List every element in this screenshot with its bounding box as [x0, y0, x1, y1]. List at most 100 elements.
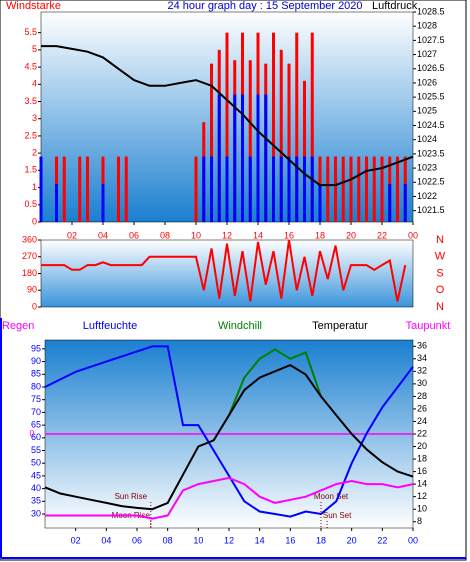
y2-tick-label: 20	[417, 441, 427, 451]
y-axis-title: Windstarke	[6, 0, 61, 12]
series-line	[45, 476, 414, 520]
bar	[310, 32, 314, 223]
y2-tick-label: 1026	[417, 77, 437, 87]
event-label: Sun Set	[323, 511, 352, 520]
bar	[248, 156, 252, 222]
legend-label: Temperatur	[312, 320, 368, 332]
bar	[334, 156, 337, 222]
y-tick-label: 4.5	[24, 61, 37, 71]
y2-tick-label: 30	[417, 378, 427, 388]
y2-tick-label: 26	[417, 403, 427, 413]
bar	[210, 156, 213, 222]
x-tick-label: 10	[191, 230, 201, 240]
series-line	[41, 45, 414, 187]
y2-tick-label: 1021.5	[417, 205, 445, 215]
x-tick-label: 06	[132, 535, 142, 545]
x-tick-label: 04	[101, 535, 111, 545]
y-tick-label: 1.5	[24, 165, 37, 175]
bar	[326, 156, 330, 222]
y-tick-label: 75	[31, 394, 41, 404]
x-tick-label: 18	[316, 535, 326, 545]
bar	[210, 63, 213, 222]
x-tick-label: 04	[98, 230, 108, 240]
bar	[117, 156, 120, 222]
y2-tick-label: 1023	[417, 162, 437, 172]
y-tick-label: 5	[32, 44, 37, 54]
y2-tick-label: 1027.5	[417, 35, 445, 45]
y-tick-label: 30	[31, 508, 41, 518]
bar	[225, 32, 229, 223]
y-tick-label: 5.5	[24, 27, 37, 37]
y2-tick-label: 1023.5	[417, 148, 445, 158]
legend-label: Taupunkt	[406, 320, 451, 332]
y-tick-label: 90	[31, 356, 41, 366]
y-tick-label: 4	[32, 79, 37, 89]
bar	[86, 156, 89, 222]
series-line	[41, 239, 407, 302]
y-tick-label: 85	[31, 369, 41, 379]
x-tick-label: 08	[160, 230, 170, 240]
y2-tick-label: 16	[417, 466, 427, 476]
bar	[303, 80, 306, 222]
legend-label: Luftfeuchte	[83, 320, 137, 332]
y-tick-label: 50	[31, 458, 41, 468]
direction-label: N	[436, 301, 444, 313]
y2-tick-label: 1022.5	[417, 177, 445, 187]
y2-tick-label: 24	[417, 416, 427, 426]
event-label: Moon Set	[314, 492, 349, 501]
bar	[225, 156, 229, 222]
reference-label: 0	[29, 428, 34, 438]
y2-tick-label: 1022	[417, 191, 437, 201]
bar	[341, 156, 345, 222]
x-tick-label: 08	[163, 535, 173, 545]
y-tick-label: 70	[31, 407, 41, 417]
bar	[264, 94, 268, 222]
bar	[101, 184, 105, 222]
y2-tick-label: 34	[417, 353, 427, 363]
y-tick-label: 1	[32, 182, 37, 192]
bar	[303, 156, 306, 222]
y2-tick-label: 1024.5	[417, 120, 445, 130]
x-tick-label: 14	[253, 230, 263, 240]
bar	[272, 156, 275, 222]
y2-tick-label: 1026.5	[417, 63, 445, 73]
x-tick-label: 12	[222, 230, 232, 240]
chart-title: 24 hour graph day : 15 September 2020	[167, 0, 362, 12]
y-tick-label: 90	[27, 285, 37, 295]
series-line	[44, 345, 414, 518]
bar	[403, 184, 407, 222]
y-tick-label: 3	[32, 113, 37, 123]
y2-tick-label: 1027	[417, 49, 437, 59]
y2-tick-label: 36	[417, 341, 427, 351]
bar	[380, 156, 384, 222]
bar	[217, 94, 221, 222]
y-tick-label: 55	[31, 445, 41, 455]
bar	[365, 156, 368, 222]
bar	[39, 156, 43, 222]
x-tick-label: 06	[129, 230, 139, 240]
bar	[349, 156, 353, 222]
bar	[241, 94, 244, 222]
y2-tick-label: 10	[417, 504, 427, 514]
bar	[279, 156, 283, 222]
x-tick-label: 16	[285, 535, 295, 545]
plot-area	[40, 239, 414, 308]
y-tick-label: 0	[32, 216, 37, 226]
bar	[55, 184, 58, 222]
y2-tick-label: 1028	[417, 21, 437, 31]
x-tick-label: 20	[347, 535, 357, 545]
direction-label: S	[436, 267, 443, 279]
bar	[396, 156, 399, 222]
y2-tick-label: 22	[417, 428, 427, 438]
series-line	[44, 363, 414, 511]
bar	[248, 60, 252, 223]
bar	[357, 156, 361, 222]
y-tick-label: 180	[22, 268, 37, 278]
x-tick-label: 02	[67, 230, 77, 240]
y2-tick-label: 28	[417, 391, 427, 401]
bar	[256, 94, 260, 222]
y2-tick-label: 14	[417, 479, 427, 489]
bar	[124, 156, 128, 222]
